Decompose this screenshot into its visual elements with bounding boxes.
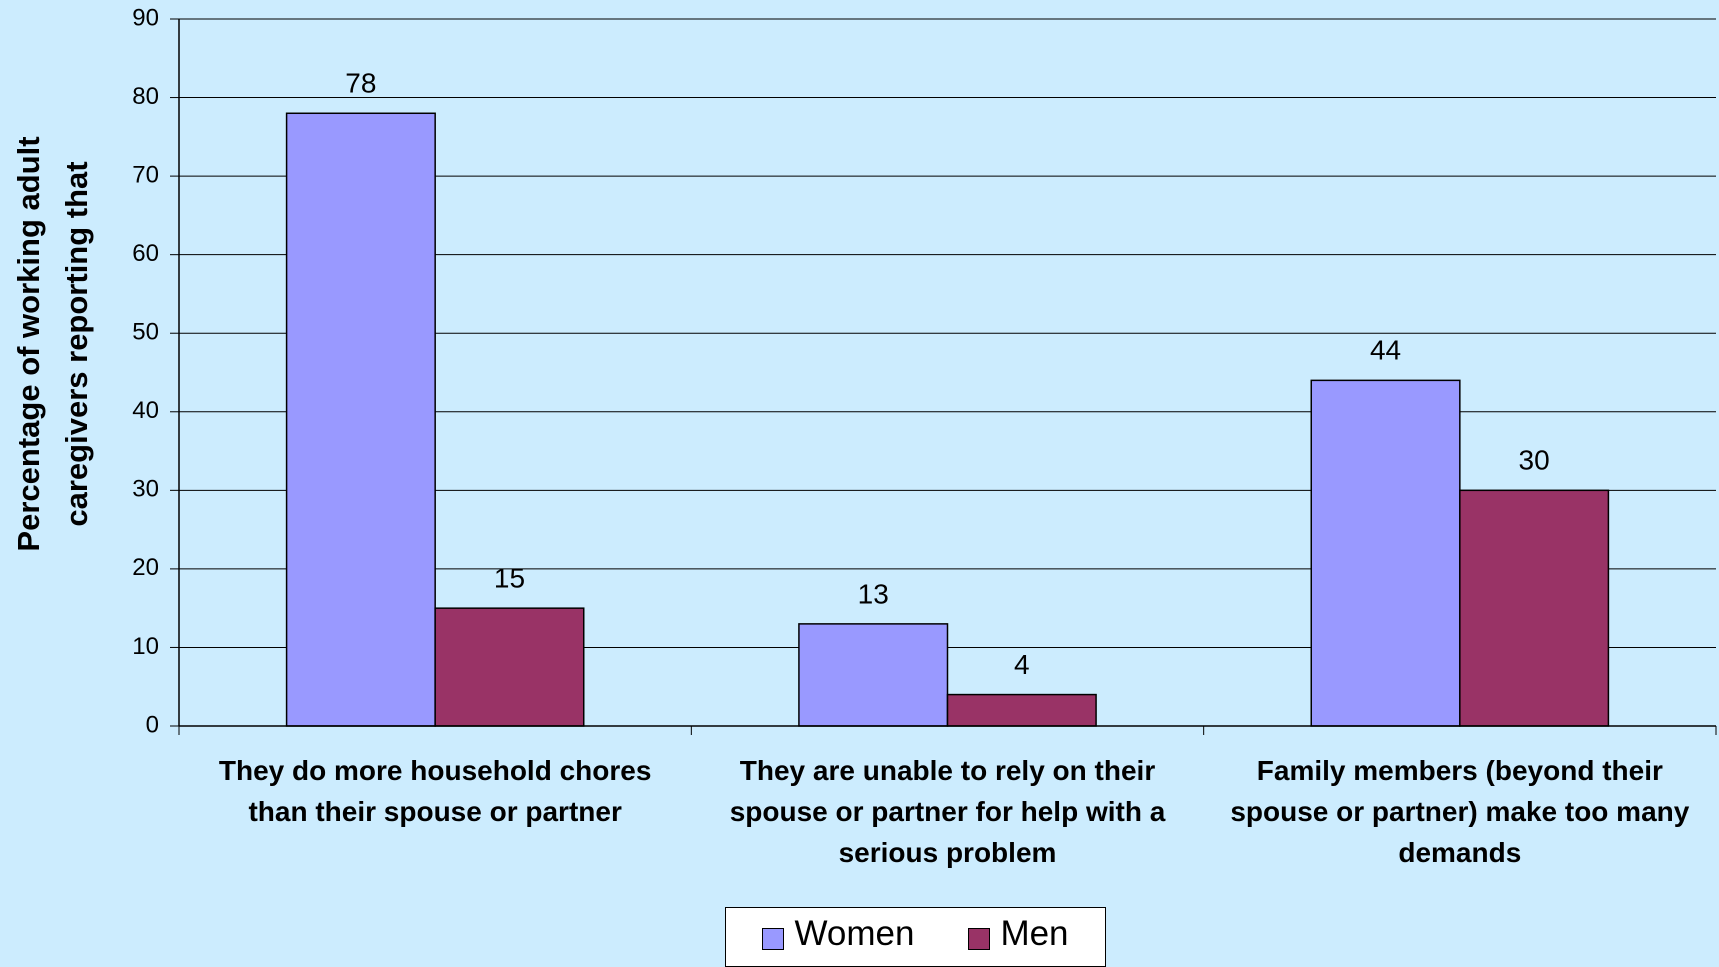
y-tick-label: 0 — [146, 711, 159, 738]
legend-item: Men — [968, 914, 1069, 966]
y-tick-label: 80 — [132, 83, 159, 110]
y-tick-label: 50 — [132, 319, 159, 346]
data-label: 30 — [1519, 445, 1550, 476]
data-label: 15 — [494, 563, 525, 594]
y-tick-label: 40 — [132, 397, 159, 424]
data-label: 78 — [345, 68, 376, 99]
legend-label: Men — [1000, 914, 1069, 953]
bar — [285, 112, 436, 727]
legend-swatch — [762, 928, 785, 950]
legend-item: Women — [762, 914, 914, 966]
y-tick-label: 10 — [132, 633, 159, 660]
bar — [798, 623, 949, 727]
bar — [1459, 489, 1610, 727]
legend-swatch — [968, 928, 991, 950]
data-label: 13 — [858, 578, 889, 609]
y-tick-label: 30 — [132, 476, 159, 503]
bar — [1310, 379, 1461, 727]
legend: Women Men — [725, 907, 1106, 967]
x-tick-label: Family members (beyond their spouse or p… — [1230, 755, 1690, 868]
legend-label: Women — [794, 914, 915, 953]
y-tick-label: 60 — [132, 240, 159, 267]
y-tick-label: 20 — [132, 554, 159, 581]
bar — [434, 607, 585, 727]
data-label: 4 — [1014, 649, 1030, 680]
bar — [946, 693, 1097, 727]
x-tick-label: They do more household chores than their… — [218, 755, 652, 827]
y-axis-label: Percentage of working adult caregivers r… — [11, 136, 94, 552]
x-tick-label: They are unable to rely on their spouse … — [729, 755, 1166, 868]
y-tick-label: 90 — [132, 4, 159, 31]
data-label: 44 — [1370, 335, 1401, 366]
y-tick-label: 70 — [132, 161, 159, 188]
